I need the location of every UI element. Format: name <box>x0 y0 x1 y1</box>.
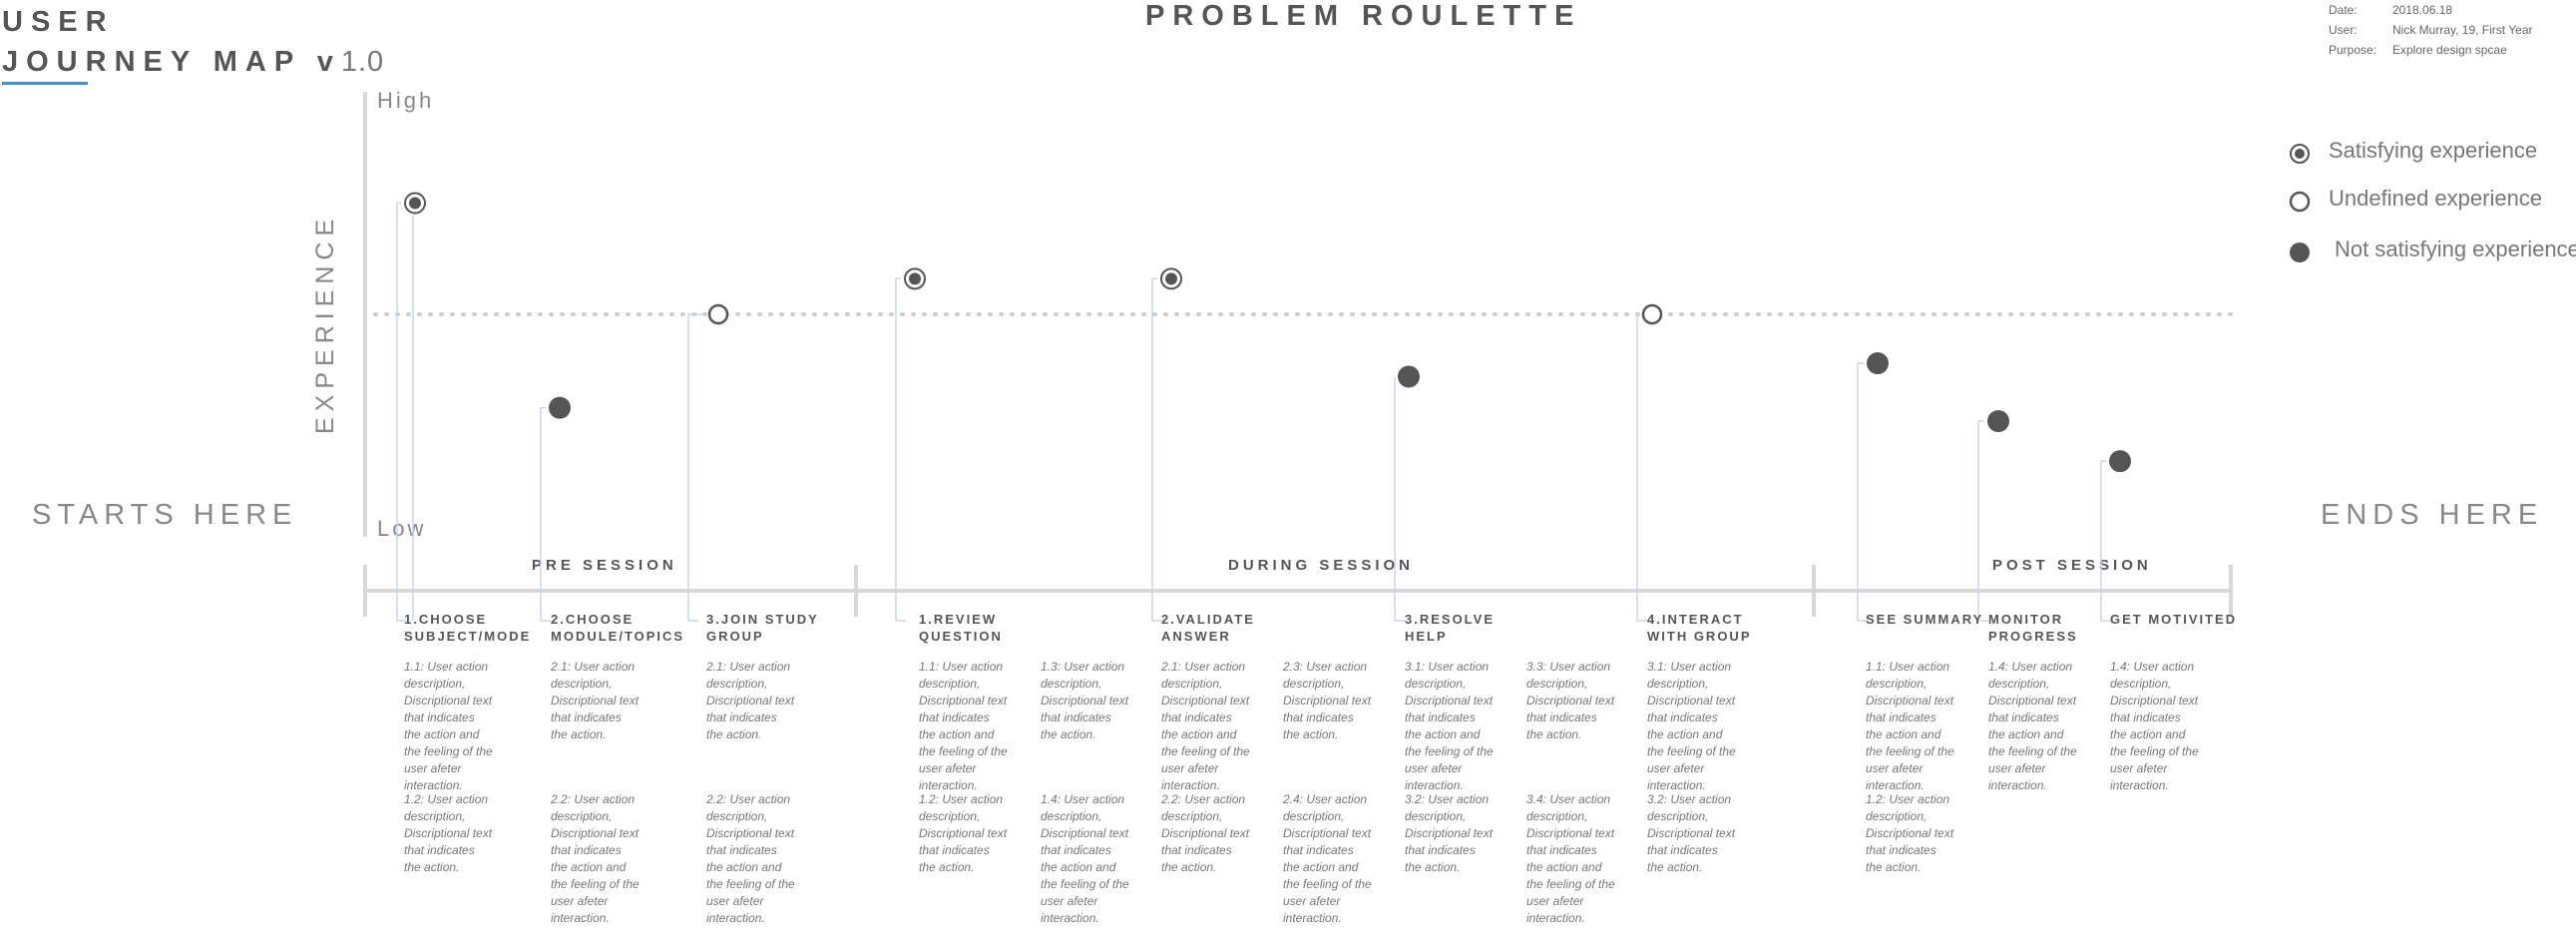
phase-pre-session: PRE SESSION <box>532 557 677 574</box>
step-description: 2.2: User action description, Discriptio… <box>551 792 640 925</box>
phase-post-session: POST SESSION <box>1992 557 2152 574</box>
phase-during-session: DURING SESSION <box>1228 557 1415 574</box>
step-description: 2.1: User action description, Discriptio… <box>551 660 640 741</box>
step-title: GET MOTIVITED <box>2110 612 2238 627</box>
satisfying-marker-icon <box>2290 144 2310 164</box>
not-satisfying-marker-icon <box>2290 242 2310 262</box>
step-description: 1.4: User action description, Discriptio… <box>2110 660 2199 792</box>
step-description: 1.1: User action description, Discriptio… <box>1866 660 1954 792</box>
step-connector <box>1636 313 1647 622</box>
step-title: MONITOR PROGRESS <box>1988 612 2078 644</box>
step-description: 3.2: User action description, Discriptio… <box>1647 792 1736 874</box>
not-satisfying-marker <box>1398 365 1420 388</box>
step-description: 3.4: User action description, Discriptio… <box>1526 792 1615 925</box>
undefined-marker <box>707 303 729 325</box>
ends-here-label: ENDS HERE <box>2321 499 2544 531</box>
meta-user: User: Nick Murray, 19, First Year <box>2329 23 2533 37</box>
map-version: 1.0 <box>340 46 385 78</box>
step-connector <box>540 406 551 622</box>
step-connector <box>1394 376 1405 622</box>
map-title-line2: JOURNEY MAP v <box>2 46 341 78</box>
step-description: 1.4: User action description, Discriptio… <box>1041 792 1129 925</box>
map-title: USER JOURNEY MAP v1.0 <box>2 2 384 82</box>
not-satisfying-marker <box>2109 450 2131 473</box>
step-connector <box>895 277 906 622</box>
not-satisfying-marker <box>549 396 571 419</box>
not-satisfying-marker <box>1987 410 2009 433</box>
step-description: 3.2: User action description, Discriptio… <box>1405 792 1494 874</box>
undefined-marker <box>1641 303 1663 325</box>
step-description: 1.1: User action description, Discriptio… <box>919 660 1008 792</box>
map-title-line1: USER <box>2 6 115 38</box>
step-title: 2.CHOOSE MODULE/TOPICS <box>551 612 685 644</box>
legend-label-satisfying: Satisfying experience <box>2329 138 2538 163</box>
step-description: 1.2: User action description, Discriptio… <box>404 792 493 874</box>
meta-info: Date: 2018.06.18 User: Nick Murray, 19, Fi… <box>2329 0 2532 60</box>
satisfying-marker-center <box>909 272 921 285</box>
step-title: 3.JOIN STUDY GROUP <box>706 612 819 644</box>
step-description: 1.4: User action description, Discriptio… <box>1988 660 2077 792</box>
step-description: 1.3: User action description, Discriptio… <box>1041 660 1129 741</box>
step-connector <box>1857 362 1868 622</box>
step-connector <box>687 313 704 622</box>
not-satisfying-marker <box>1867 352 1889 375</box>
step-title: 1.REVIEW QUESTION <box>919 612 1003 644</box>
step-description: 1.1: User action description, Discriptio… <box>404 660 493 792</box>
step-connector <box>396 202 407 622</box>
step-description: 2.2: User action description, Discriptio… <box>1161 792 1250 874</box>
project-title: PROBLEM ROULETTE <box>1145 0 1582 32</box>
step-description: 3.1: User action description, Discriptio… <box>1647 660 1736 792</box>
step-description: 3.1: User action description, Discriptio… <box>1405 660 1494 792</box>
title-underline <box>2 82 88 85</box>
legend-label-undefined: Undefined experience <box>2329 186 2543 211</box>
step-title: 3.RESOLVE HELP <box>1405 612 1496 644</box>
legend-label-not-satisfying: Not satisfying experience <box>2335 236 2576 261</box>
starts-here-label: STARTS HERE <box>32 499 298 531</box>
step-description: 2.1: User action description, Discriptio… <box>1161 660 1250 792</box>
satisfying-marker-center <box>409 197 421 210</box>
step-description: 2.2: User action description, Discriptio… <box>706 792 795 925</box>
step-title: 2.VALIDATE ANSWER <box>1161 612 1255 644</box>
step-description: 1.2: User action description, Discriptio… <box>919 792 1008 874</box>
axis-high-label: High <box>377 88 435 113</box>
step-description: 2.4: User action description, Discriptio… <box>1283 792 1372 925</box>
step-title: SEE SUMMARY <box>1866 612 1984 627</box>
meta-date: Date: 2018.06.18 <box>2329 3 2453 17</box>
step-connector <box>1977 420 1988 622</box>
step-description: 2.1: User action description, Discriptio… <box>706 660 795 741</box>
step-connector <box>1151 277 1162 622</box>
step-title: 1.CHOOSE SUBJECT/MODE <box>404 612 532 644</box>
step-description: 2.3: User action description, Discriptio… <box>1283 660 1372 741</box>
undefined-marker-icon <box>2289 191 2311 213</box>
step-connector <box>2100 460 2111 622</box>
meta-purpose: Purpose: Explore design spcae <box>2329 43 2507 57</box>
step-description: 3.3: User action description, Discriptio… <box>1526 660 1615 741</box>
step-title: 4.INTERACT WITH GROUP <box>1647 612 1752 644</box>
step-description: 1.2: User action description, Discriptio… <box>1866 792 1954 874</box>
axis-low-label: Low <box>377 516 427 541</box>
satisfying-marker-center <box>1165 272 1177 285</box>
